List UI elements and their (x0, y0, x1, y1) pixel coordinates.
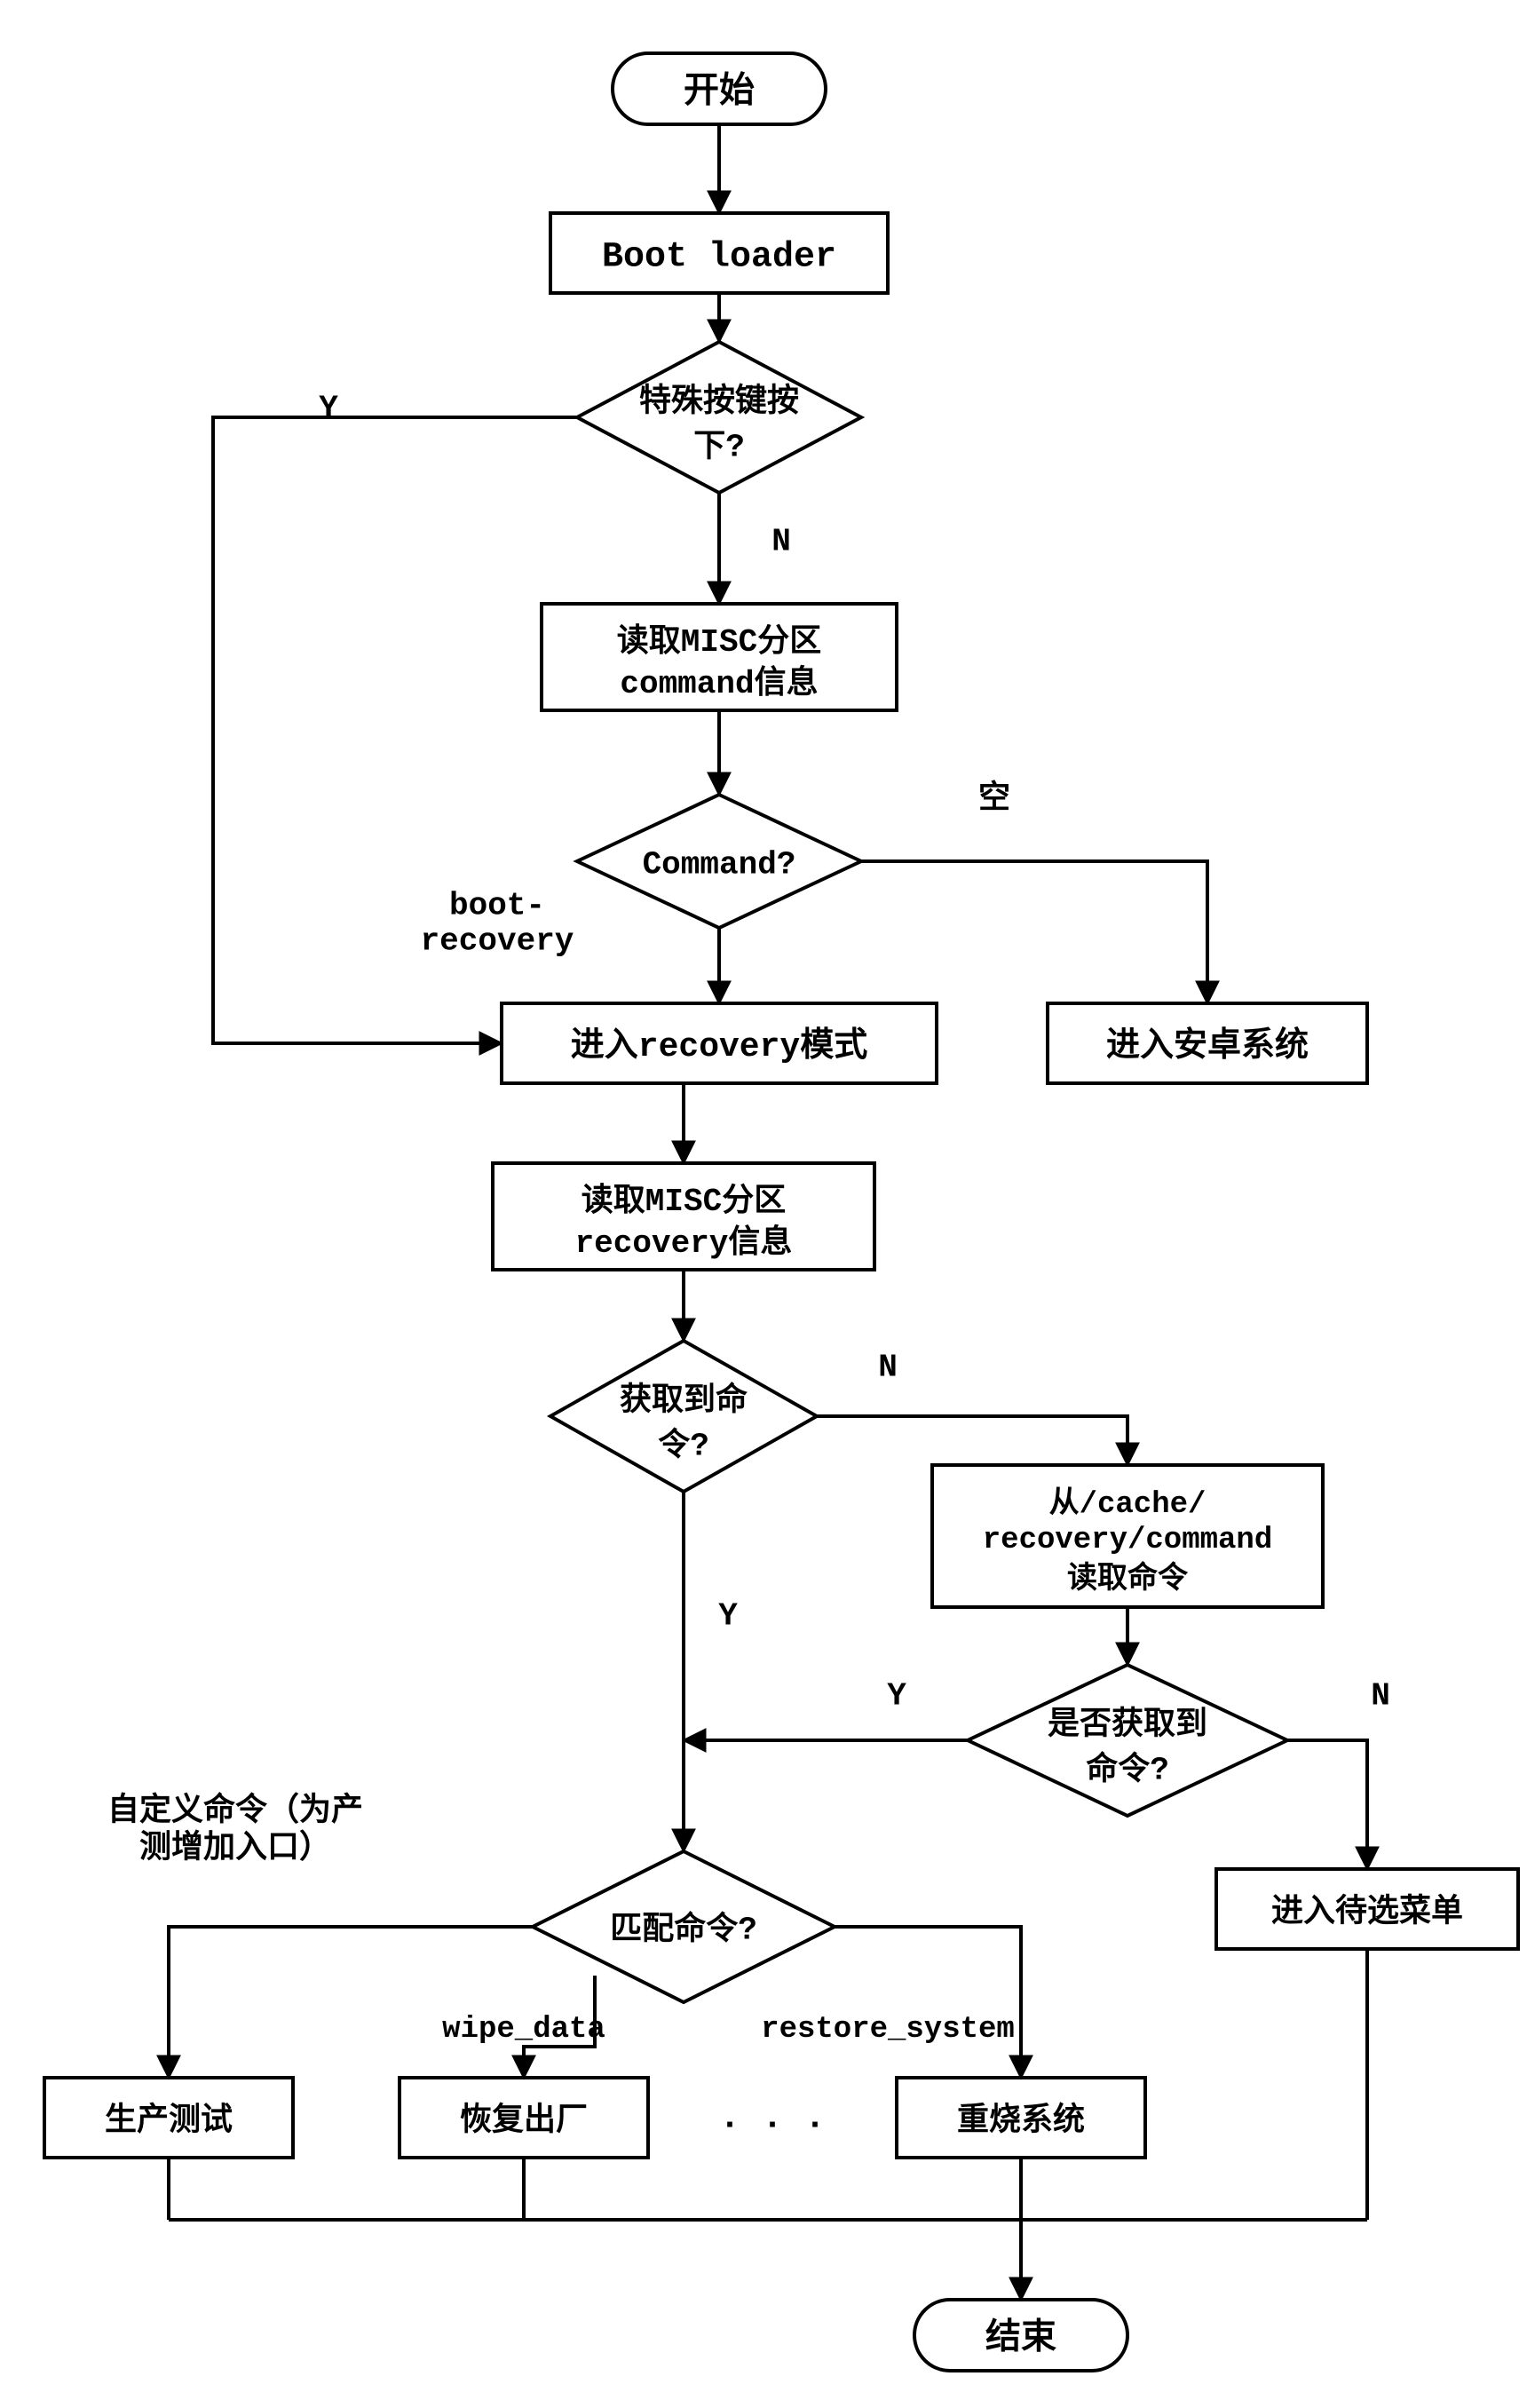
svg-text:生产测试: 生产测试 (105, 2102, 233, 2140)
svg-text:下?: 下? (693, 429, 745, 465)
svg-text:命令?: 命令? (1086, 1749, 1169, 1788)
svg-text:从/cache/: 从/cache/ (1049, 1486, 1207, 1522)
svg-text:自定义命令（为产: 自定义命令（为产 (107, 1791, 363, 1830)
svg-text:boot-: boot- (449, 888, 545, 924)
flowchart: 开始Boot loader特殊按键按下?读取MISC分区command信息Com… (0, 0, 1527, 2408)
svg-text:读取命令: 读取命令 (1067, 1560, 1189, 1597)
svg-text:Boot loader: Boot loader (602, 238, 836, 278)
svg-text:N: N (771, 524, 791, 560)
svg-text:command信息: command信息 (620, 664, 818, 702)
svg-text:测增加入口）: 测增加入口） (139, 1829, 331, 1867)
svg-text:恢复出厂: 恢复出厂 (460, 2102, 588, 2140)
svg-text:Command?: Command? (643, 847, 796, 883)
svg-text:recovery: recovery (421, 923, 574, 960)
svg-text:Y: Y (887, 1678, 906, 1715)
svg-text:结束: 结束 (985, 2317, 1056, 2360)
svg-text:开始: 开始 (684, 71, 755, 114)
svg-text:Y: Y (718, 1598, 738, 1635)
svg-text:Y: Y (319, 391, 338, 427)
svg-text:recovery/command: recovery/command (983, 1524, 1272, 1557)
svg-text:是否获取到: 是否获取到 (1048, 1705, 1207, 1743)
svg-text:N: N (878, 1350, 898, 1386)
svg-text:空: 空 (978, 780, 1010, 818)
svg-text:N: N (1371, 1678, 1390, 1715)
svg-text:wipe_data: wipe_data (442, 2013, 605, 2047)
svg-text:令?: 令? (658, 1426, 709, 1464)
svg-text:进入待选菜单: 进入待选菜单 (1271, 1893, 1463, 1931)
svg-text:. . .: . . . (719, 2099, 826, 2139)
svg-text:进入recovery模式: 进入recovery模式 (571, 1026, 867, 1066)
svg-text:重烧系统: 重烧系统 (957, 2102, 1085, 2140)
svg-text:restore_system: restore_system (761, 2013, 1015, 2047)
svg-text:特殊按键按: 特殊按键按 (639, 382, 799, 420)
svg-text:recovery信息: recovery信息 (575, 1224, 793, 1262)
svg-text:读取MISC分区: 读取MISC分区 (617, 622, 821, 661)
svg-text:读取MISC分区: 读取MISC分区 (582, 1182, 786, 1220)
svg-text:进入安卓系统: 进入安卓系统 (1106, 1026, 1309, 1066)
svg-text:匹配命令?: 匹配命令? (610, 1910, 757, 1949)
svg-text:获取到命: 获取到命 (620, 1380, 748, 1419)
